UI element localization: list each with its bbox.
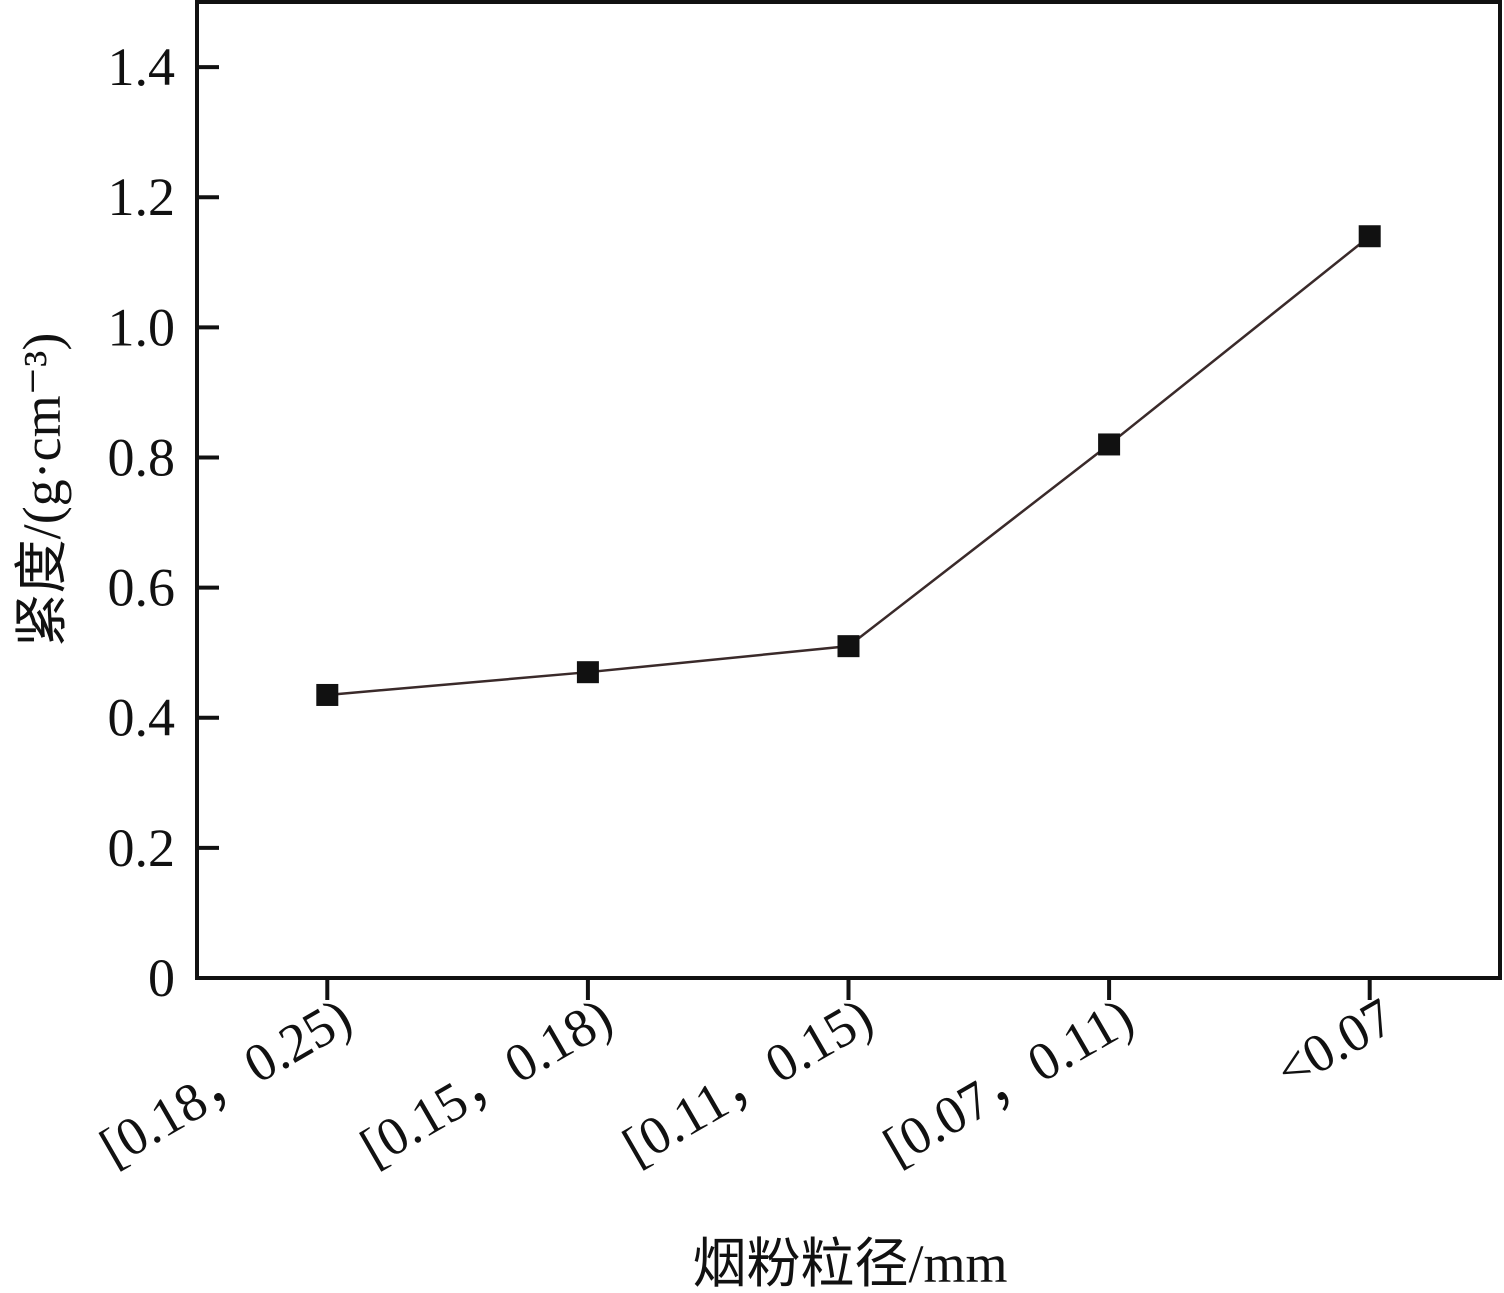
x-tick-label: [0.07，0.11): [873, 986, 1143, 1176]
y-tick-label: 0.4: [108, 688, 176, 748]
y-tick-label: 0.2: [108, 818, 176, 878]
x-tick-label: [0.18，0.25): [90, 986, 362, 1177]
x-tick-label: [0.15，0.18): [350, 986, 622, 1177]
marker: [576, 661, 599, 684]
marker: [1098, 433, 1121, 456]
y-tick-label: 1.4: [108, 37, 176, 97]
y-tick-label: 1.0: [108, 297, 176, 357]
x-tick-label: <0.07: [1265, 986, 1403, 1100]
plot-frame: [195, 0, 1502, 980]
x-axis-title: 烟粉粒径/mm: [692, 1234, 1007, 1293]
y-tick-label: 0.6: [108, 558, 176, 618]
x-tick-label: [0.11，0.15): [613, 986, 883, 1176]
y-tick-label: 0.8: [108, 427, 176, 487]
data-line: [327, 235, 1371, 697]
marker: [1358, 225, 1381, 248]
marker: [837, 635, 860, 658]
marker: [316, 683, 339, 706]
y-axis-title: 紧度/(g·cm⁻³): [12, 333, 72, 648]
y-tick-label: 1.2: [108, 167, 176, 227]
y-tick-label: 0: [148, 948, 175, 1008]
